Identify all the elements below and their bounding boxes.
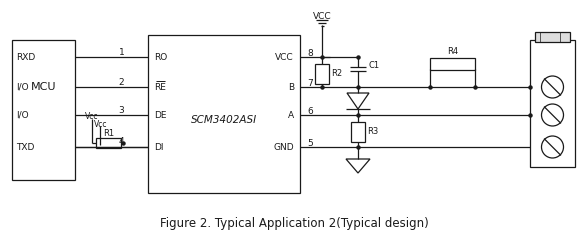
Text: VCC: VCC <box>275 52 294 62</box>
Text: 3: 3 <box>119 106 125 114</box>
Text: RXD: RXD <box>16 52 35 62</box>
Text: Vcc: Vcc <box>85 111 99 121</box>
Bar <box>315 64 329 84</box>
Text: 5: 5 <box>307 138 313 148</box>
Text: A: A <box>288 110 294 120</box>
Text: RO: RO <box>154 52 167 62</box>
Bar <box>535 32 570 42</box>
Bar <box>351 122 365 142</box>
Text: 6: 6 <box>307 106 313 115</box>
Text: VCC: VCC <box>313 12 331 20</box>
Text: 7: 7 <box>307 78 313 87</box>
Text: DE: DE <box>154 110 166 120</box>
Text: RE: RE <box>154 82 166 91</box>
Bar <box>148 35 300 193</box>
Bar <box>12 40 75 180</box>
Text: R4: R4 <box>447 47 458 55</box>
Text: I/O: I/O <box>16 82 29 91</box>
Bar <box>430 58 475 70</box>
Text: C1: C1 <box>368 60 379 70</box>
Text: 1: 1 <box>119 47 125 56</box>
Text: R3: R3 <box>367 126 378 136</box>
Text: DI: DI <box>154 142 163 152</box>
Text: B: B <box>288 82 294 91</box>
Text: Figure 2. Typical Application 2(Typical design): Figure 2. Typical Application 2(Typical … <box>159 218 429 231</box>
Text: 2: 2 <box>119 78 124 86</box>
Bar <box>96 138 121 148</box>
Text: GND: GND <box>273 142 294 152</box>
Text: TXD: TXD <box>16 142 34 152</box>
Text: R2: R2 <box>331 68 342 78</box>
Text: SCM3402ASI: SCM3402ASI <box>191 115 257 125</box>
Bar <box>530 40 575 167</box>
Text: 4: 4 <box>119 137 124 146</box>
Text: Vcc: Vcc <box>94 120 108 129</box>
Text: I/O: I/O <box>16 110 29 120</box>
Text: R1: R1 <box>103 129 114 138</box>
Text: MCU: MCU <box>31 82 56 92</box>
Text: 8: 8 <box>307 48 313 58</box>
